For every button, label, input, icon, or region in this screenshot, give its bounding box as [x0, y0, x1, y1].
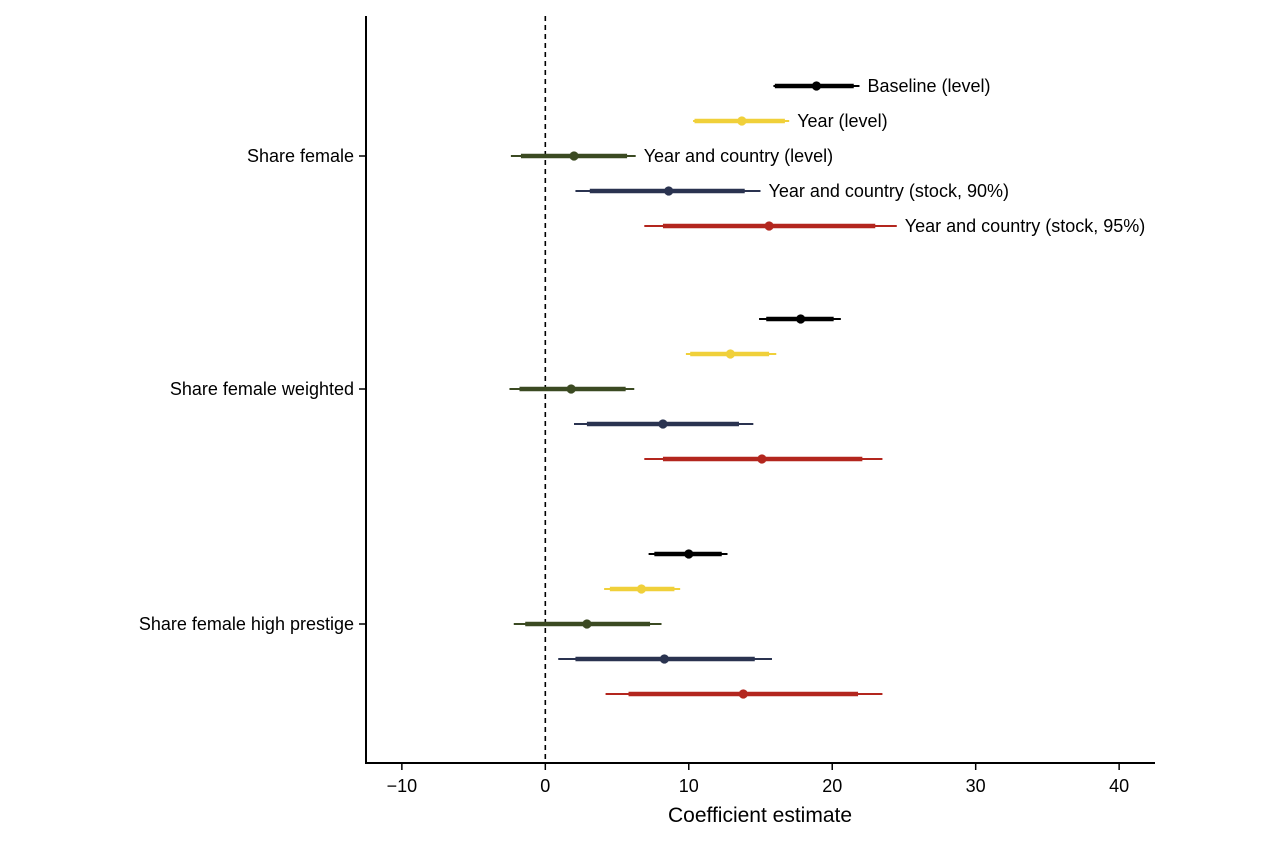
point-estimate [636, 584, 647, 594]
series-label: Year and country (level) [644, 146, 833, 166]
point-estimate [684, 549, 694, 559]
chart-marks: Baseline (level) Year (level) Year and cou… [509, 76, 1145, 699]
axes: −10 0 10 20 30 40 Share female Share female wei… [139, 16, 1155, 796]
x-tick-label: −10 [387, 776, 418, 796]
x-tick-label: 10 [679, 776, 699, 796]
point-estimate [796, 314, 806, 324]
x-tick-label: 40 [1109, 776, 1129, 796]
point-estimate [811, 81, 822, 91]
point-estimate [737, 116, 747, 126]
series-label: Year and country (stock, 90%) [769, 181, 1009, 201]
point-estimate [659, 654, 669, 664]
point-estimate [569, 151, 579, 161]
point-estimate [725, 349, 735, 359]
x-tick-label: 20 [822, 776, 842, 796]
point-estimate [566, 384, 576, 394]
point-estimate [738, 689, 748, 699]
category-label: Share female weighted [170, 379, 354, 399]
point-estimate [582, 619, 592, 629]
category-label: Share female high prestige [139, 614, 354, 634]
series-label: Year (level) [797, 111, 887, 131]
x-tick-label: 0 [540, 776, 550, 796]
point-estimate [658, 419, 668, 429]
x-tick-label: 30 [966, 776, 986, 796]
point-estimate [757, 454, 767, 464]
series-label: Year and country (stock, 95%) [905, 216, 1145, 236]
x-axis-title: Coefficient estimate [668, 804, 852, 827]
point-estimate [764, 221, 774, 231]
category-label: Share female [247, 146, 354, 166]
series-label: Baseline (level) [867, 76, 990, 96]
point-estimate [664, 186, 674, 196]
